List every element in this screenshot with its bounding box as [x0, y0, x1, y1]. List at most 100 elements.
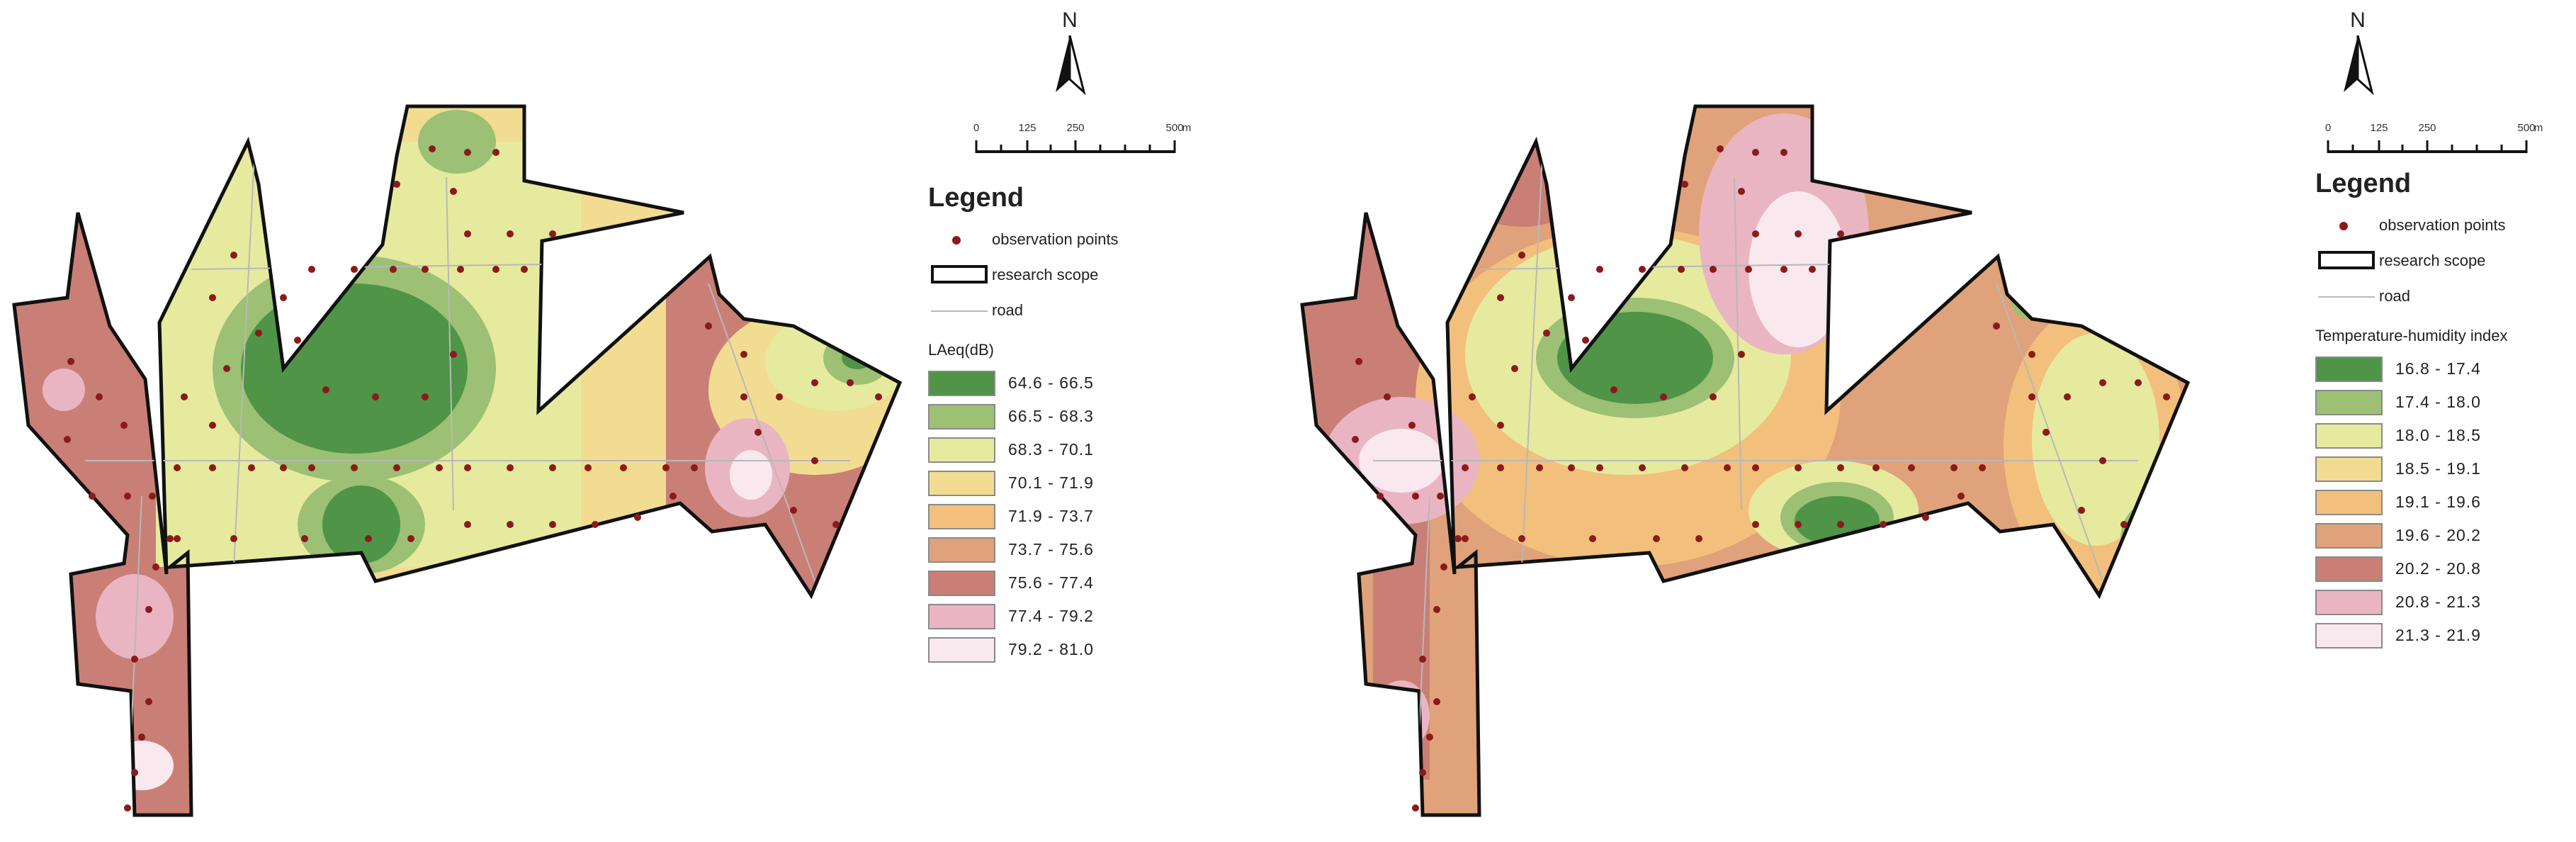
legend-class-row: 20.2 - 20.8 — [2315, 552, 2507, 585]
legend-class-label: 79.2 - 81.0 — [1008, 640, 1094, 658]
observation-point — [1543, 330, 1550, 337]
observation-point — [450, 351, 457, 358]
observation-point — [1377, 493, 1384, 500]
observation-point — [120, 422, 128, 429]
zone-thi-north-dark — [1451, 128, 1593, 227]
observation-point — [507, 464, 514, 471]
scale-bar: 0 125 250 500 m — [2322, 122, 2549, 159]
legend-class-row: 75.6 - 77.4 — [928, 566, 1119, 600]
observation-point — [209, 294, 216, 301]
legend-class-label: 21.3 - 21.9 — [2395, 626, 2481, 644]
observation-point — [422, 266, 429, 273]
observation-point — [1837, 521, 1844, 528]
observation-point — [1752, 464, 1759, 471]
observation-point — [1355, 358, 1362, 365]
observation-point — [662, 464, 670, 471]
observation-point — [145, 606, 152, 613]
zone-laeq-west-pink — [43, 369, 85, 411]
observation-point — [1511, 365, 1518, 372]
observation-point — [1433, 698, 1440, 705]
observation-point — [1837, 230, 1844, 237]
observation-point — [1462, 464, 1469, 471]
observation-point — [1440, 563, 1447, 571]
observation-point — [1462, 535, 1469, 542]
zone-thi-south-green — [1331, 773, 1416, 815]
observation-point — [124, 804, 131, 812]
observation-point — [131, 656, 138, 663]
legend-classes: 16.8 - 17.4 17.4 - 18.0 18.0 - 18.5 18.5 - … — [2315, 352, 2507, 652]
observation-point — [705, 322, 712, 330]
observation-point — [280, 464, 287, 471]
observation-point — [1681, 464, 1688, 471]
observation-point — [1518, 252, 1525, 259]
observation-point — [549, 464, 556, 471]
observation-point — [776, 393, 783, 400]
observation-point — [145, 698, 152, 705]
observation-point — [740, 393, 747, 400]
research-scope-outline — [1300, 104, 2191, 817]
observation-point — [209, 422, 216, 429]
legend-class-row: 20.8 - 21.3 — [2315, 585, 2507, 619]
legend-swatch — [928, 636, 995, 663]
observation-point — [2064, 393, 2071, 400]
observation-point — [166, 535, 174, 542]
observation-point — [1678, 266, 1685, 273]
legend: Legend observation points research scope… — [928, 183, 1119, 666]
observation-point — [2043, 429, 2050, 436]
legend-class-label: 19.1 - 19.6 — [2395, 493, 2481, 511]
legend-class-label: 19.6 - 20.2 — [2395, 526, 2481, 544]
observation-point — [1837, 464, 1844, 471]
observation-point — [1596, 266, 1603, 273]
observation-point — [1745, 266, 1752, 273]
observation-point — [691, 464, 698, 471]
observation-point — [152, 563, 159, 571]
legend-swatch — [2315, 589, 2383, 615]
observation-point — [1717, 145, 1724, 152]
observation-point — [1497, 464, 1504, 471]
observation-point — [67, 358, 74, 365]
observation-point — [464, 521, 471, 528]
legend-swatch — [2315, 389, 2383, 415]
legend-observation-points: observation points — [928, 222, 1119, 257]
legend-class-row: 70.1 - 71.9 — [928, 466, 1119, 500]
observation-point — [429, 145, 436, 152]
legend-class-label: 18.0 - 18.5 — [2395, 426, 2481, 444]
road-symbol-icon — [2315, 282, 2379, 310]
scale-bar-graphic — [975, 140, 1176, 153]
scope-symbol-icon — [2315, 247, 2379, 275]
observation-point — [620, 464, 627, 471]
observation-point — [1419, 656, 1426, 663]
legend-class-row: 19.6 - 20.2 — [2315, 519, 2507, 552]
observation-point — [365, 535, 372, 542]
observation-point — [584, 464, 592, 471]
legend-swatch — [928, 503, 995, 529]
legend-class-row: 19.1 - 19.6 — [2315, 485, 2507, 519]
observation-point — [634, 514, 641, 521]
legend: Legend observation points research scope… — [2315, 169, 2507, 652]
observation-point — [294, 337, 301, 344]
zone-laeq-east-white — [730, 450, 772, 500]
observation-point — [174, 535, 181, 542]
observation-point — [1950, 464, 1958, 471]
observation-point — [174, 464, 181, 471]
thi-heatmap — [1300, 104, 2191, 817]
scale-bar: 0 125 250 500 m — [971, 122, 1191, 159]
observation-point — [1408, 422, 1416, 429]
legend-class-label: 17.4 - 18.0 — [2395, 393, 2481, 411]
legend-class-row: 64.6 - 66.5 — [928, 366, 1119, 400]
observation-point — [811, 379, 818, 386]
observation-point — [1795, 521, 1802, 528]
legend-swatch — [2315, 356, 2383, 382]
observation-point — [89, 493, 96, 500]
legend-swatch — [2315, 556, 2383, 582]
legend-class-label: 20.8 - 21.3 — [2395, 593, 2481, 611]
legend-class-label: 64.6 - 66.5 — [1008, 374, 1094, 392]
legend-class-row: 18.5 - 19.1 — [2315, 452, 2507, 485]
observation-point — [1352, 436, 1359, 443]
legend-road: road — [2315, 279, 2507, 314]
observation-point — [301, 535, 308, 542]
observation-point — [790, 507, 797, 514]
observation-point — [1419, 769, 1426, 776]
legend-research-scope: research scope — [2315, 243, 2507, 279]
observation-point — [1752, 230, 1759, 237]
